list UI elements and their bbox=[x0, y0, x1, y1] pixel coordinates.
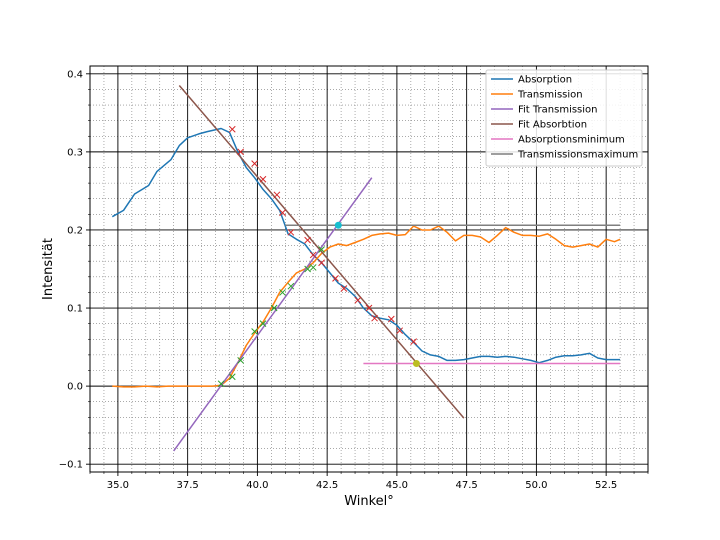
x-marker-stroke bbox=[354, 296, 362, 304]
axis-ticks: 35.0 37.5 40.0 42.5 45.0 47.5 50.0 52.5 −0.1 0.0 0… bbox=[59, 69, 649, 491]
legend-label: Fit Transmission bbox=[518, 105, 598, 116]
x-marker bbox=[304, 236, 311, 244]
x-marker bbox=[279, 209, 286, 217]
x-marker bbox=[354, 296, 362, 304]
x-tick-label: 37.5 bbox=[177, 480, 199, 491]
x-marker-stroke bbox=[273, 191, 281, 199]
x-marker bbox=[237, 148, 245, 156]
x-marker-stroke bbox=[318, 259, 325, 267]
x-axis-label: Winkel° bbox=[344, 494, 394, 509]
x-marker-stroke bbox=[340, 285, 348, 292]
y-tick-label: 0.1 bbox=[67, 304, 83, 315]
x-marker bbox=[387, 315, 395, 323]
x-marker bbox=[365, 304, 373, 312]
x-marker-stroke bbox=[228, 373, 236, 381]
x-tick-label: 35.0 bbox=[107, 480, 129, 491]
x-marker bbox=[410, 338, 417, 345]
x-marker bbox=[318, 259, 325, 267]
x-marker-stroke bbox=[304, 236, 311, 244]
x-marker bbox=[287, 228, 295, 236]
y-axis-label: Intensität bbox=[41, 238, 56, 300]
legend-label: Absorptionsminimum bbox=[518, 135, 625, 146]
x-marker bbox=[228, 373, 236, 381]
legend-box bbox=[485, 69, 643, 167]
x-marker bbox=[251, 328, 258, 335]
x-marker-stroke bbox=[365, 304, 373, 312]
x-marker-stroke bbox=[270, 304, 278, 312]
x-tick-label: 45.0 bbox=[386, 480, 408, 491]
x-tick-label: 52.5 bbox=[595, 480, 617, 491]
y-tick-label: −0.1 bbox=[59, 460, 83, 471]
x-marker-stroke bbox=[304, 265, 311, 273]
x-marker bbox=[396, 327, 404, 335]
x-marker-stroke bbox=[332, 275, 339, 282]
x-marker-stroke bbox=[396, 327, 404, 335]
x-marker bbox=[340, 285, 348, 292]
legend-label: Transmission bbox=[517, 90, 583, 101]
x-marker bbox=[279, 289, 286, 296]
x-marker-stroke bbox=[287, 228, 295, 236]
x-marker-stroke bbox=[287, 282, 295, 290]
x-marker bbox=[273, 191, 281, 199]
x-marker-stroke bbox=[228, 125, 236, 133]
x-marker-stroke bbox=[237, 356, 245, 364]
x-marker-stroke bbox=[309, 251, 317, 259]
legend-label: Absorption bbox=[518, 75, 572, 86]
x-marker-stroke bbox=[217, 380, 225, 388]
x-marker-stroke bbox=[251, 328, 258, 335]
x-tick-label: 42.5 bbox=[316, 480, 338, 491]
x-marker bbox=[251, 160, 258, 167]
x-marker bbox=[270, 304, 278, 312]
series-transmission bbox=[112, 225, 621, 388]
y-tick-label: 0.3 bbox=[67, 147, 83, 158]
x-marker bbox=[371, 314, 378, 322]
x-marker-stroke bbox=[318, 246, 325, 253]
x-tick-label: 40.0 bbox=[246, 480, 268, 491]
x-marker bbox=[304, 265, 311, 273]
x-marker-stroke bbox=[371, 314, 378, 322]
legend-label: Transmissionsmaximum bbox=[517, 150, 638, 161]
y-tick-label: 0.0 bbox=[67, 382, 83, 393]
x-tick-label: 47.5 bbox=[456, 480, 478, 491]
x-marker-stroke bbox=[309, 264, 317, 271]
marker-layer bbox=[217, 125, 420, 388]
legend: Absorption Transmission Fit Transmission Fi… bbox=[485, 69, 643, 167]
x-marker-stroke bbox=[279, 289, 286, 296]
x-marker-stroke bbox=[387, 315, 395, 323]
x-marker bbox=[259, 320, 267, 328]
x-marker bbox=[309, 264, 317, 271]
x-marker-stroke bbox=[279, 209, 286, 217]
x-marker bbox=[309, 251, 317, 259]
x-marker bbox=[228, 125, 236, 133]
dot-marker bbox=[334, 221, 342, 229]
x-marker bbox=[332, 275, 339, 282]
x-marker bbox=[237, 356, 245, 364]
x-marker-stroke bbox=[251, 160, 258, 167]
x-marker-stroke bbox=[259, 320, 267, 328]
x-tick-label: 50.0 bbox=[525, 480, 547, 491]
x-marker bbox=[217, 380, 225, 388]
x-marker bbox=[259, 175, 267, 183]
x-marker-stroke bbox=[410, 338, 417, 345]
x-marker-stroke bbox=[259, 175, 267, 183]
x-marker bbox=[287, 282, 295, 290]
x-marker-stroke bbox=[237, 148, 245, 156]
x-marker bbox=[318, 246, 325, 253]
y-tick-label: 0.2 bbox=[67, 225, 83, 236]
y-tick-label: 0.4 bbox=[67, 69, 83, 80]
dot-marker bbox=[412, 359, 420, 367]
legend-label: Fit Absorbtion bbox=[518, 120, 587, 131]
